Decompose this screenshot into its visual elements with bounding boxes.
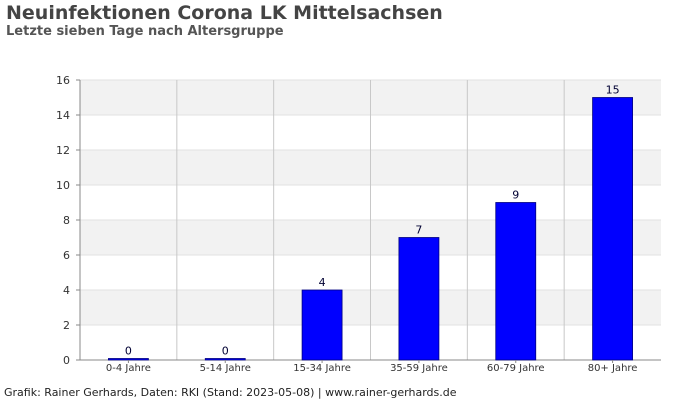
y-tick-label: 4 (63, 284, 70, 297)
data-label: 4 (319, 276, 326, 289)
x-tick-label: 15-34 Jahre (293, 363, 351, 374)
data-label: 9 (512, 189, 519, 202)
y-tick-label: 14 (56, 109, 70, 122)
source-credit: Grafik: Rainer Gerhards, Daten: RKI (Sta… (4, 386, 457, 399)
x-tick-label: 5-14 Jahre (200, 363, 251, 374)
data-label: 0 (125, 345, 132, 358)
bar (495, 202, 537, 361)
bar (398, 237, 440, 361)
data-label: 15 (606, 84, 620, 97)
chart-subtitle: Letzte sieben Tage nach Altersgruppe (6, 24, 284, 39)
y-tick-label: 6 (63, 249, 70, 262)
y-tick-label: 8 (63, 214, 70, 227)
bar (204, 358, 246, 361)
y-tick-label: 12 (56, 144, 70, 157)
bar (592, 97, 633, 361)
y-tick-label: 2 (63, 319, 70, 332)
x-tick-label: 35-59 Jahre (390, 363, 448, 374)
x-tick-label: 60-79 Jahre (487, 363, 545, 374)
y-tick-label: 0 (63, 354, 70, 367)
data-label: 7 (415, 224, 422, 237)
y-tick-label: 10 (56, 179, 70, 192)
chart-title: Neuinfektionen Corona LK Mittelsachsen (6, 2, 443, 24)
x-tick-label: 0-4 Jahre (106, 363, 151, 374)
x-tick-label: 80+ Jahre (588, 363, 638, 374)
bar (108, 358, 149, 361)
bar (301, 289, 343, 361)
data-label: 0 (222, 345, 229, 358)
y-tick-label: 16 (56, 74, 70, 87)
